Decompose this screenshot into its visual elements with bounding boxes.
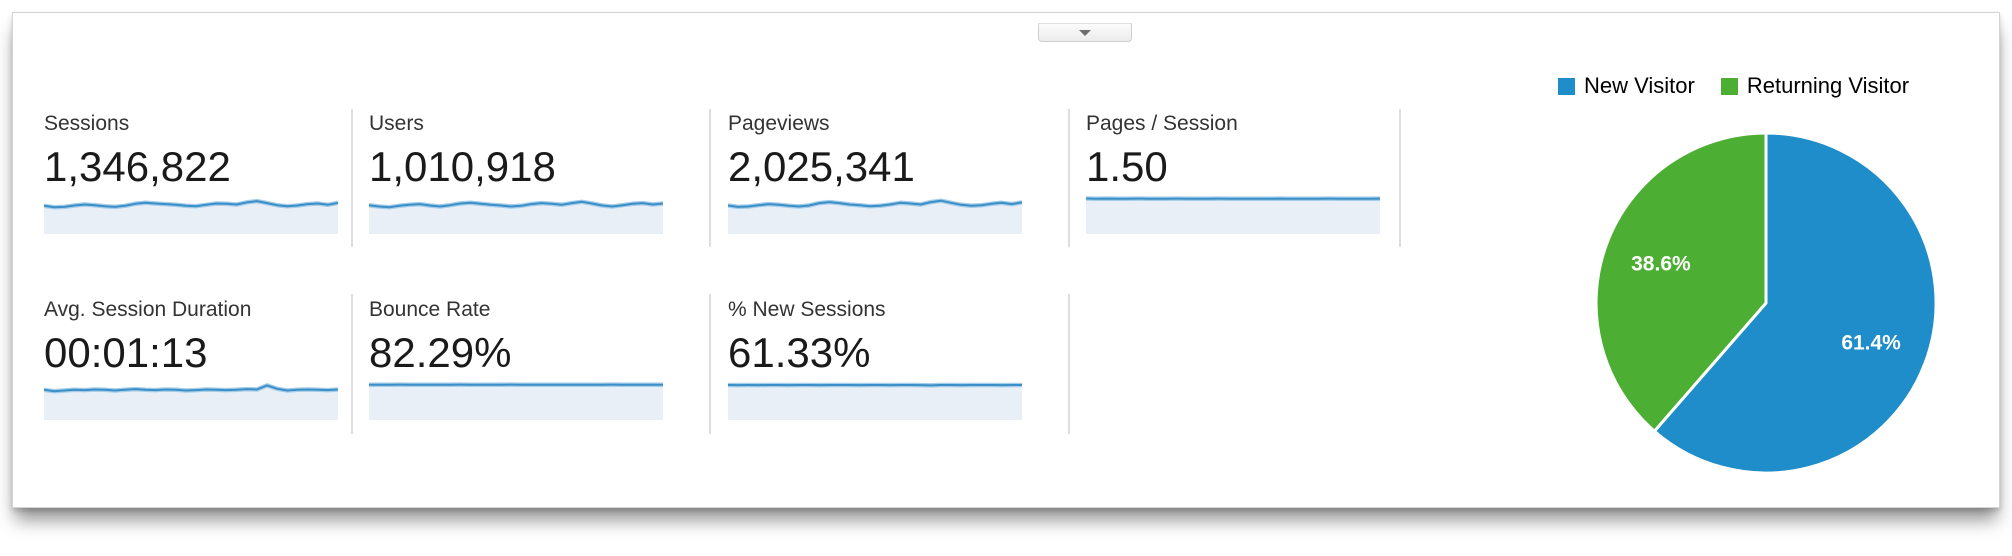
metric-avg-session-duration: Avg. Session Duration 00:01:13: [44, 297, 344, 420]
legend-label: New Visitor: [1584, 73, 1695, 98]
legend-swatch-returning-visitor: [1720, 77, 1738, 95]
chevron-down-icon: [1079, 29, 1091, 36]
metric-users: Users 1,010,918: [369, 111, 669, 234]
metric-label: Users: [369, 112, 424, 135]
metric-label: Bounce Rate: [369, 298, 491, 321]
pie-slice-label: 61.4%: [1841, 331, 1901, 354]
metric-new-sessions-pct: % New Sessions 61.33%: [728, 297, 1028, 420]
separator: [351, 109, 353, 247]
pie-slice-label: 38.6%: [1631, 253, 1691, 276]
separator: [709, 294, 711, 434]
pie-slice-returning-visitor[interactable]: [1594, 131, 1768, 433]
metric-value: 82.29%: [369, 329, 512, 376]
metric-label: Avg. Session Duration: [44, 298, 252, 321]
legend-item-new-visitor: New Visitor: [1558, 73, 1695, 99]
legend-label: Returning Visitor: [1746, 73, 1910, 98]
new-sessions-sparkline: [728, 380, 1022, 420]
metric-value: 1.50: [1086, 143, 1168, 190]
pages-per-session-sparkline: [1086, 194, 1380, 234]
metric-pageviews: Pageviews 2,025,341: [728, 111, 1028, 234]
pageviews-sparkline: [728, 194, 1022, 234]
sessions-sparkline: [44, 194, 338, 234]
metric-pages-per-session: Pages / Session 1.50: [1086, 111, 1386, 234]
metric-bounce-rate: Bounce Rate 82.29%: [369, 297, 669, 420]
visitor-type-pie-chart: 61.4% 38.6%: [1594, 131, 1938, 475]
metric-value: 00:01:13: [44, 329, 208, 376]
metric-label: Pages / Session: [1086, 112, 1238, 135]
metric-label: % New Sessions: [728, 298, 886, 321]
separator: [1068, 109, 1070, 247]
metric-value: 1,010,918: [369, 143, 556, 190]
audience-overview-panel: Sessions 1,346,822 Users 1,010,918 Pagev…: [12, 12, 2000, 508]
avg-session-duration-sparkline: [44, 380, 338, 420]
metric-value: 61.33%: [728, 329, 871, 376]
separator: [1399, 109, 1401, 247]
collapse-panel-button[interactable]: [1038, 23, 1132, 42]
metric-value: 1,346,822: [44, 143, 231, 190]
pie-slice-new-visitor[interactable]: [1652, 131, 1938, 475]
separator: [709, 109, 711, 247]
users-sparkline: [369, 194, 663, 234]
separator: [351, 294, 353, 434]
bounce-rate-sparkline: [369, 380, 663, 420]
metric-value: 2,025,341: [728, 143, 915, 190]
metric-label: Pageviews: [728, 112, 830, 135]
separator: [1068, 294, 1070, 434]
metric-label: Sessions: [44, 112, 130, 135]
metric-sessions: Sessions 1,346,822: [44, 111, 344, 234]
legend-swatch-new-visitor: [1558, 77, 1575, 95]
pie-legend: New Visitor Returning Visitor: [1558, 73, 1909, 99]
legend-item-returning-visitor: Returning Visitor: [1720, 73, 1910, 99]
